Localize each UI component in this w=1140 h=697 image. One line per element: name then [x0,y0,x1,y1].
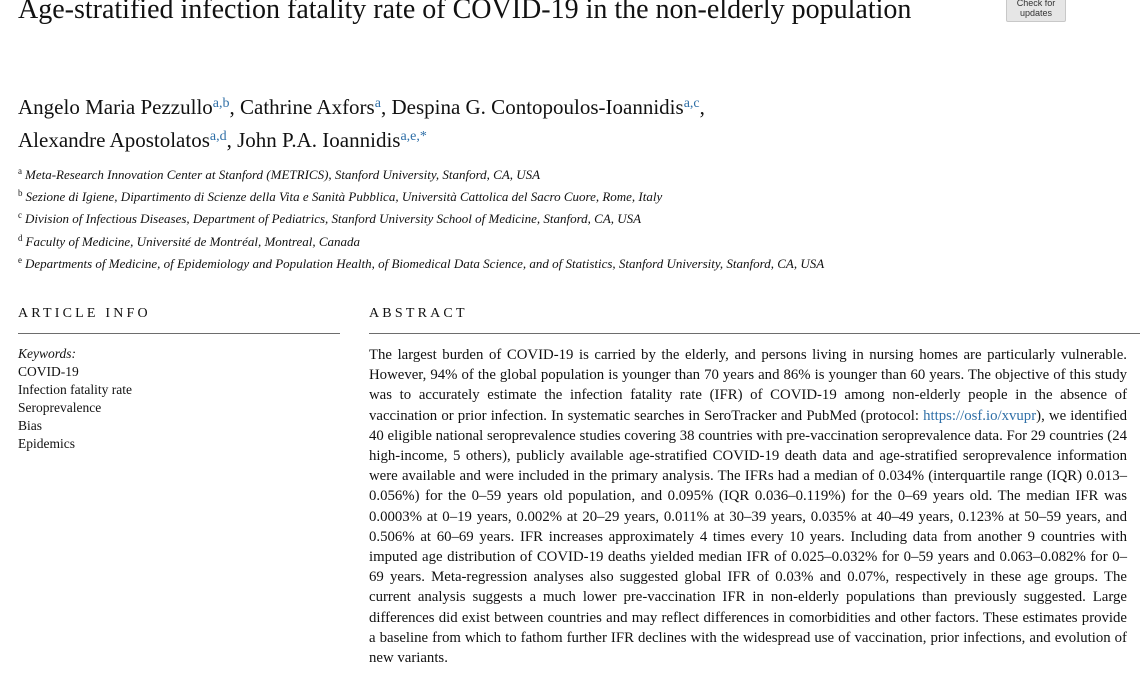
affiliation-item: c Division of Infectious Diseases, Depart… [18,206,1118,228]
keywords-label: Keywords: [18,346,76,361]
affiliation-text: Sezione di Igiene, Dipartimento di Scien… [25,189,663,205]
keyword-item: Seroprevalence [18,400,102,415]
author-sep: , [229,95,240,119]
affiliation-list: a Meta-Research Innovation Center at Stan… [18,162,1118,273]
affiliation-sup: b [18,188,23,199]
author-sup[interactable]: a,e,* [400,129,427,144]
keyword-item: COVID-19 [18,364,79,379]
keyword-item: Epidemics [18,436,75,451]
author-name[interactable]: Cathrine Axfors [240,95,375,119]
article-info-divider [18,333,340,334]
author-sep: , [226,128,238,152]
author-name[interactable]: John P.A. Ioannidis [237,128,401,152]
check-for-updates-button[interactable]: Check for updates [1006,0,1066,22]
author-name[interactable]: Angelo Maria Pezzullo [18,95,213,119]
affiliation-text: Division of Infectious Diseases, Departm… [25,211,642,227]
affiliation-item: d Faculty of Medicine, Université de Mont… [18,229,1118,251]
affiliation-sup: a [18,166,22,176]
affiliation-sup: d [18,232,23,243]
protocol-link[interactable]: https://osf.io/xvupr [923,407,1037,424]
author-name[interactable]: Despina G. Contopoulos-Ioannidis [391,95,684,119]
author-sup[interactable]: a,d [209,129,227,144]
affiliation-sup: e [18,254,22,265]
keyword-item: Bias [18,418,43,433]
affiliation-text: Faculty of Medicine, Université de Montr… [25,233,361,249]
abstract-body: The largest burden of COVID-19 is carrie… [369,345,1127,668]
article-info-heading: ARTICLE INFO [18,306,151,321]
affiliation-item: a Meta-Research Innovation Center at Stan… [18,162,1118,184]
author-sep: , [699,95,705,119]
keywords-block: Keywords: COVID-19 Infection fatality ra… [18,345,338,453]
author-list: Angelo Maria Pezzulloa,b, Cathrine Axfor… [18,89,1118,155]
author-sep: , [380,95,392,119]
abstract-text-part2: ), we identified 40 eligible national se… [369,407,1127,667]
affiliation-item: e Departments of Medicine, of Epidemiolog… [18,251,1118,273]
abstract-heading: ABSTRACT [369,306,468,321]
author-sup[interactable]: a,b [212,96,230,111]
check-badge-line2: updates [1019,8,1053,18]
author-sup[interactable]: a,c [683,96,700,111]
abstract-divider [369,333,1140,334]
affiliation-text: Departments of Medicine, of Epidemiology… [25,255,825,271]
affiliation-text: Meta-Research Innovation Center at Stanf… [25,167,541,182]
keyword-item: Infection fatality rate [18,382,132,397]
article-title: Age-stratified infection fatality rate o… [18,0,912,25]
abstract-text-part1: The largest burden of COVID-19 is carrie… [369,347,1127,424]
affiliation-item: b Sezione di Igiene, Dipartimento di Scie… [18,184,1118,206]
check-badge-line1: Check for [1016,0,1056,8]
affiliation-sup: c [18,210,22,221]
author-name[interactable]: Alexandre Apostolatos [18,128,210,152]
author-sup[interactable]: a [374,96,381,111]
